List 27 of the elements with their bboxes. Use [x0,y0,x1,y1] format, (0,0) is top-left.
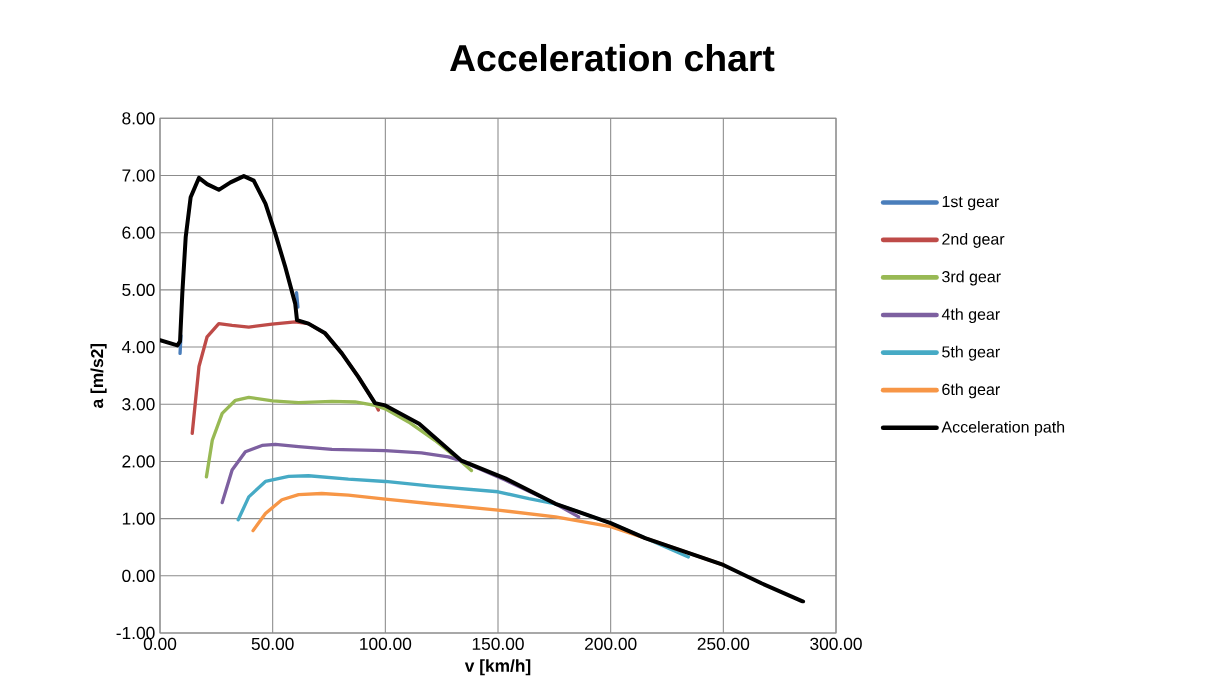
y-tick-label: 2.00 [122,455,155,468]
x-tick-label: 100.00 [360,637,412,650]
line-series [160,174,806,604]
x-tick-label: 200.00 [585,637,637,650]
y-tick-label: 4.00 [121,340,155,354]
y-tick-label: 0.00 [122,569,155,582]
legend-label: 6th gear [942,383,1000,399]
chart-title: Acceleration chart [450,43,775,72]
y-tick-label: 1.00 [122,512,155,525]
y-axis-title: a [m/s2] [90,343,107,408]
x-tick-label: 50.00 [251,637,294,650]
x-tick-label: 250.00 [697,637,750,650]
y-tick-label: 7.00 [122,169,155,182]
legend-label: 1st gear [942,196,1000,211]
legend-label: 2nd gear [942,233,1005,248]
legend-label: 3rd gear [942,270,1001,286]
line-series [204,395,474,479]
y-tick-label: 8.00 [122,112,155,125]
x-tick-label: 150.00 [472,637,524,650]
y-tick-label: 6.00 [122,226,155,239]
legend-label: Acceleration path [941,420,1065,436]
x-tick-label: 300.00 [810,637,862,650]
legend-label: 4th gear [941,308,1000,324]
y-tick-label: 3.00 [122,398,155,411]
y-tick-label: 5.00 [122,283,155,297]
legend-label: 5th gear [942,345,1000,361]
x-axis-title: v [km/h] [464,659,531,676]
